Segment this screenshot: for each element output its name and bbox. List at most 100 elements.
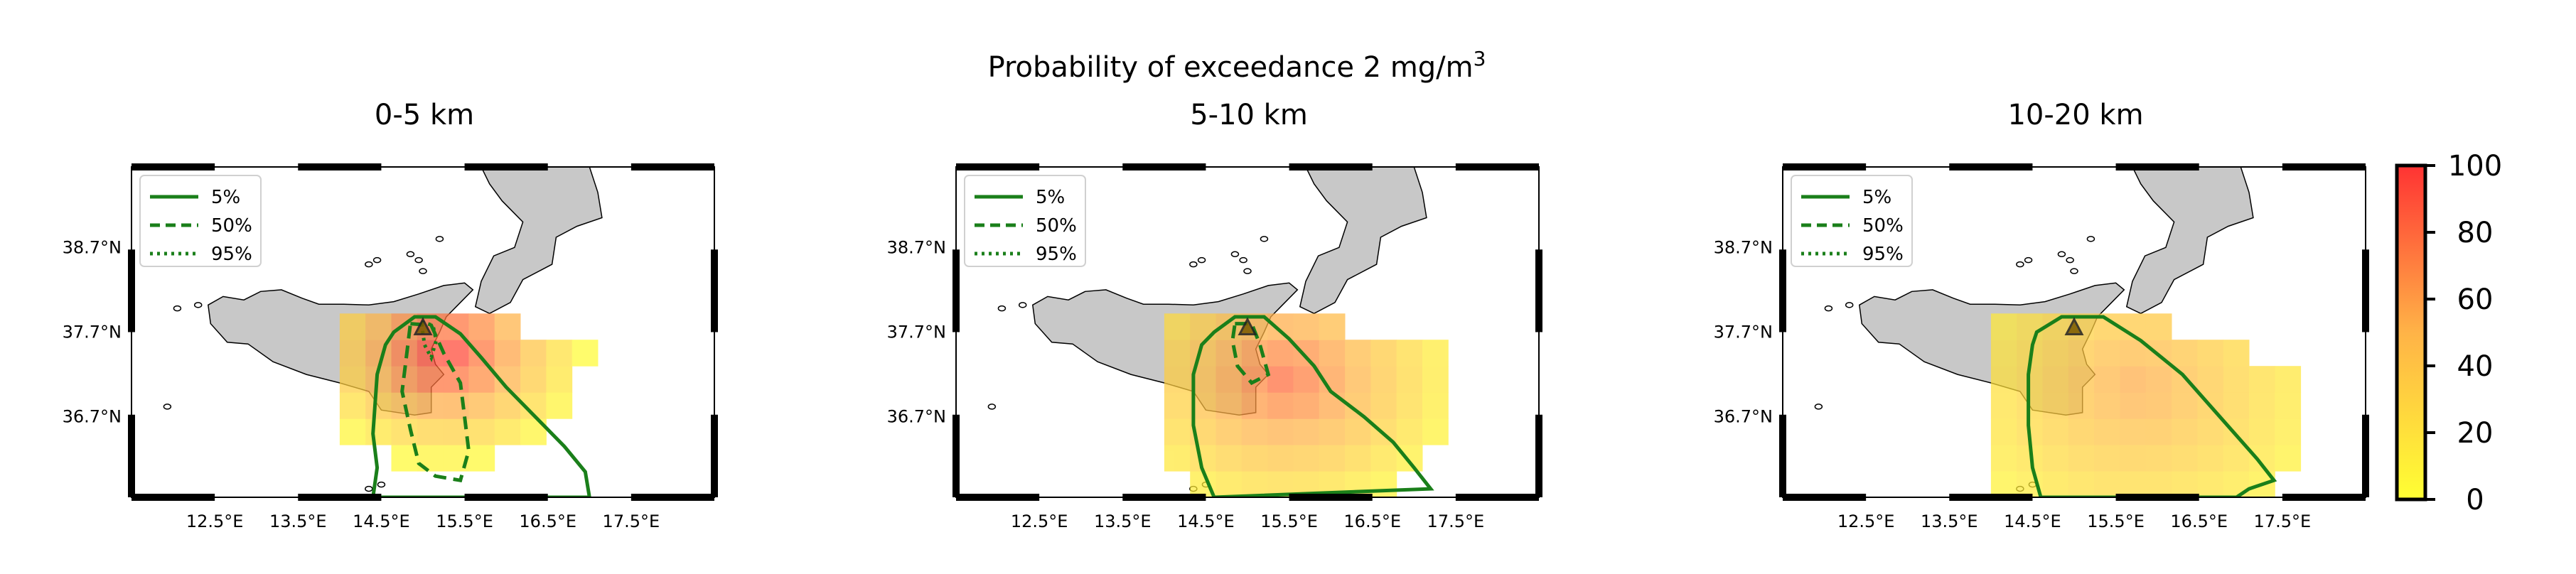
frame-segment	[2282, 163, 2366, 170]
frame-segment	[128, 414, 135, 497]
legend-label: 95%	[1862, 244, 1904, 265]
heatmap-cell	[1370, 366, 1397, 393]
contour-50pct	[400, 321, 471, 483]
figure-suptitle: Probability of exceedance 2 mg/m3	[988, 47, 1486, 84]
island	[372, 256, 382, 264]
colorbar-tick-label: 60	[2457, 283, 2494, 316]
heatmap-cell	[468, 392, 495, 419]
x-tick-label: 14.5°E	[2004, 511, 2061, 531]
heatmap-cell	[1319, 313, 1346, 340]
heatmap-cell	[1241, 471, 1268, 497]
heatmap-cell	[2249, 392, 2275, 419]
heatmap-cell	[1267, 418, 1294, 445]
heatmap-cell	[2172, 340, 2198, 367]
x-tick-label: 13.5°E	[1921, 511, 1978, 531]
heatmap-cell	[1293, 313, 1320, 340]
heatmap-cell	[443, 313, 469, 340]
heatmap-cell	[468, 445, 495, 472]
heatmap-cell	[2094, 366, 2120, 393]
y-tick-label: 38.7°N	[63, 237, 122, 257]
frame-segment	[2115, 494, 2199, 501]
island	[193, 302, 203, 308]
x-tick-label: 12.5°E	[1011, 511, 1068, 531]
heatmap-cell	[1267, 392, 1294, 419]
island	[1814, 404, 1823, 410]
y-tick-label: 38.7°N	[1714, 237, 1773, 257]
island	[2070, 268, 2078, 274]
heatmap-cell	[1990, 418, 2017, 445]
colorbar: 100 80 60 40 20 0	[2395, 150, 2502, 516]
frame-segment	[298, 163, 382, 170]
heatmap-cell	[2275, 366, 2302, 393]
heatmap-cell	[365, 418, 392, 445]
colorbar-tick-label: 100	[2448, 150, 2502, 183]
heatmap-cell	[417, 418, 444, 445]
heatmap-cell	[2068, 392, 2095, 419]
island	[365, 261, 373, 268]
heatmap-cell	[494, 418, 521, 445]
colorbar-tick-label: 80	[2457, 217, 2494, 249]
heatmap-cell	[2197, 445, 2224, 472]
y-tick-label: 37.7°N	[63, 323, 122, 342]
legend-label: 95%	[211, 244, 252, 265]
heatmap-cell	[2068, 340, 2095, 367]
land-calabria	[1299, 167, 1427, 315]
heatmap-cell	[2223, 392, 2250, 419]
heatmap-cell	[1293, 445, 1320, 472]
heatmap-cell	[339, 392, 366, 419]
y-tick-label: 38.7°N	[887, 237, 946, 257]
heatmap-cell	[2145, 418, 2172, 445]
heatmap-cell	[2068, 471, 2095, 497]
heatmap-cell	[1319, 392, 1346, 419]
island	[435, 236, 444, 242]
island	[1230, 251, 1240, 258]
source-triangle	[2064, 317, 2084, 336]
legend-label: 5%	[1036, 187, 1065, 208]
frame-segment	[1783, 494, 1867, 501]
heatmap-cell	[520, 366, 547, 393]
heatmap-cell	[2017, 313, 2043, 340]
frame-segment	[298, 494, 382, 501]
contour-5pct	[1191, 315, 1434, 497]
heatmap-cell	[2223, 340, 2250, 367]
heatmap-cell	[2223, 445, 2250, 472]
panel-title: 10-20 km	[2007, 99, 2143, 131]
island	[406, 251, 415, 258]
heatmap-cell	[2172, 471, 2198, 497]
heatmap-cell	[1215, 340, 1243, 367]
colorbar-gradient	[2395, 163, 2427, 502]
heatmap-cell	[2068, 366, 2095, 393]
heatmap-cell	[2172, 445, 2198, 472]
heatmap-cell	[1215, 445, 1243, 472]
heatmap-cell	[2120, 445, 2147, 472]
frame-segment	[711, 414, 718, 497]
heatmap-cell	[339, 366, 366, 393]
heatmap-cell	[494, 313, 521, 340]
heatmap-cell	[468, 418, 495, 445]
heatmap-cell	[2275, 418, 2302, 445]
heatmap-cell	[417, 366, 444, 393]
x-tick-label: 17.5°E	[1427, 511, 1485, 531]
frame-segment	[952, 414, 960, 497]
y-tick-label: 36.7°N	[887, 407, 946, 427]
x-tick-label: 15.5°E	[436, 511, 493, 531]
heatmap-cell	[2145, 445, 2172, 472]
heatmap-cell	[1990, 313, 2017, 340]
heatmap-cell	[391, 340, 418, 367]
heatmap-cell	[2042, 392, 2069, 419]
heatmap-cell	[2042, 418, 2069, 445]
x-tick-label: 13.5°E	[1094, 511, 1152, 531]
heatmap-cell	[339, 340, 366, 367]
heatmap-cell	[1215, 471, 1243, 497]
frame-segment	[464, 163, 548, 170]
legend-label: 5%	[1862, 187, 1891, 208]
island	[1018, 302, 1027, 308]
land-calabria	[474, 167, 603, 315]
heatmap-cell	[365, 392, 392, 419]
x-tick-label: 16.5°E	[519, 511, 576, 531]
x-tick-label: 13.5°E	[269, 511, 327, 531]
heatmap-cell	[520, 340, 547, 367]
heatmap-cell	[2120, 392, 2147, 419]
heatmap-cell	[339, 313, 366, 340]
